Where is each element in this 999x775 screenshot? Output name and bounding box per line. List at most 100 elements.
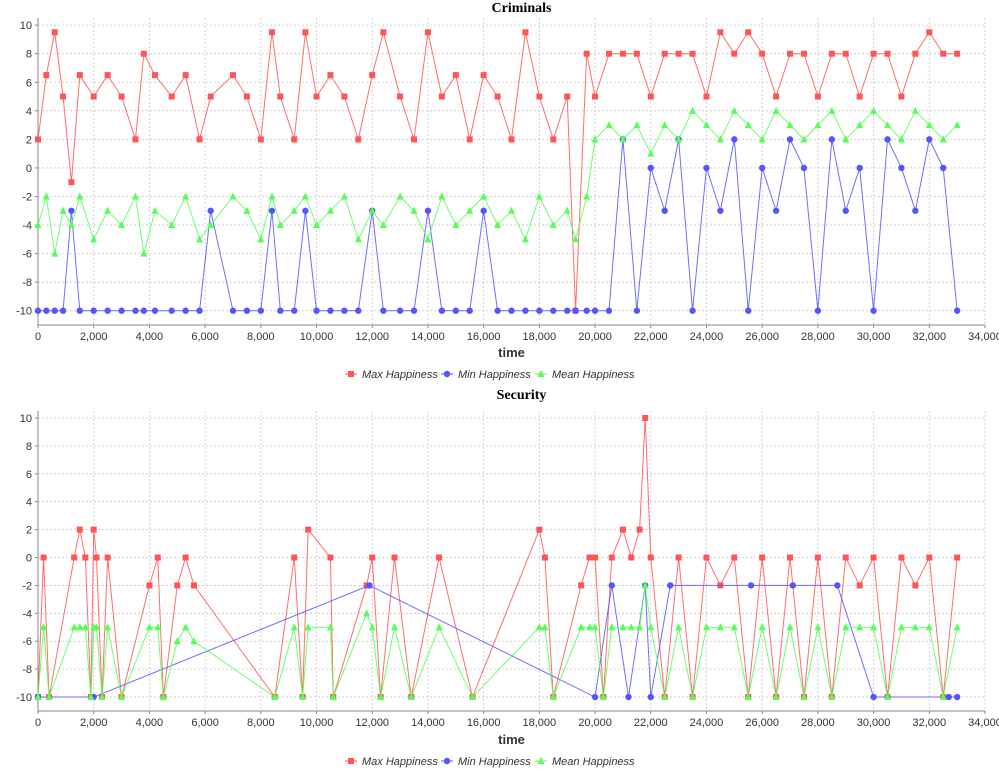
data-point: [411, 136, 418, 143]
data-point: [828, 50, 835, 57]
data-point: [522, 29, 529, 36]
data-point: [67, 221, 75, 229]
data-point: [424, 207, 432, 214]
data-point: [608, 582, 615, 589]
data-point: [703, 164, 710, 172]
data-point: [438, 93, 445, 100]
data-point: [536, 526, 543, 533]
data-point: [870, 307, 877, 314]
data-point: [586, 554, 593, 561]
data-point: [578, 582, 585, 589]
data-point: [140, 249, 148, 257]
data-point: [716, 623, 724, 631]
y-tick-label: -10: [16, 692, 32, 704]
data-point: [647, 164, 654, 172]
data-point: [304, 623, 312, 631]
data-point: [953, 307, 961, 314]
data-point: [628, 554, 635, 561]
data-point: [104, 623, 112, 631]
data-point: [132, 136, 139, 143]
data-point: [842, 207, 849, 214]
x-tick-label: 22,000: [634, 717, 668, 729]
data-point: [759, 554, 766, 561]
y-tick-label: 2: [26, 134, 32, 146]
x-tick-label: 30,000: [857, 717, 891, 729]
data-point: [747, 582, 755, 589]
data-point: [870, 693, 877, 701]
data-point: [773, 93, 780, 100]
data-point: [366, 582, 373, 589]
x-tick-label: 22,000: [634, 331, 668, 343]
y-tick-label: -10: [16, 306, 32, 318]
data-point: [592, 93, 599, 100]
data-point: [369, 554, 376, 561]
data-point: [59, 206, 67, 214]
data-point: [299, 693, 307, 701]
data-point: [834, 582, 841, 589]
data-point: [90, 307, 97, 314]
data-point: [368, 623, 376, 631]
data-point: [592, 554, 599, 561]
legend-label: Mean Happiness: [552, 756, 635, 768]
data-point: [93, 554, 100, 561]
data-point: [940, 164, 947, 172]
data-point: [494, 221, 502, 229]
data-point: [452, 307, 459, 314]
x-tick-label: 14,000: [411, 717, 445, 729]
y-tick-label: -8: [22, 277, 32, 289]
data-point: [856, 623, 864, 631]
data-point: [257, 235, 265, 243]
data-point: [939, 135, 947, 143]
x-axis-label: time: [498, 345, 525, 360]
criminals-chart: Criminals 10 8 6 4 2 0 -2 -4 -6 -8 -10 0 2,000 4,000 6,…: [16, 1, 999, 381]
data-point: [326, 206, 334, 214]
chart-title: Criminals: [492, 1, 552, 16]
y-tick-label: 8: [26, 441, 32, 453]
data-point: [605, 307, 613, 314]
data-point: [469, 693, 477, 701]
data-point: [599, 693, 607, 701]
data-point: [800, 135, 808, 143]
data-point: [118, 693, 126, 701]
x-tick-label: 16,000: [467, 717, 501, 729]
data-point: [814, 121, 822, 129]
data-point: [327, 554, 334, 561]
data-point: [870, 50, 877, 57]
data-point: [522, 307, 529, 314]
x-tick-label: 12,000: [355, 717, 389, 729]
data-point: [424, 29, 431, 36]
y-tick-label: -6: [22, 636, 32, 648]
x-tick-label: 6,000: [191, 717, 219, 729]
data-point: [521, 235, 529, 243]
legend-label: Max Happiness: [362, 369, 438, 381]
data-point: [870, 106, 878, 114]
data-point: [268, 207, 276, 214]
data-point: [661, 50, 668, 57]
data-point: [536, 93, 543, 100]
data-point: [549, 221, 557, 229]
data-point: [591, 623, 599, 631]
data-point: [438, 307, 446, 314]
data-point: [772, 207, 780, 214]
data-point: [564, 93, 571, 100]
data-point: [140, 50, 147, 57]
data-point: [257, 136, 264, 143]
data-point: [182, 307, 189, 314]
data-point: [424, 235, 432, 243]
data-point: [379, 221, 387, 229]
data-point: [313, 307, 320, 314]
data-point: [800, 50, 807, 57]
data-point: [151, 307, 159, 314]
data-point: [675, 135, 683, 143]
y-tick-label: 4: [26, 497, 32, 509]
data-point: [271, 693, 279, 701]
data-point: [842, 623, 850, 631]
data-point: [34, 693, 42, 701]
data-point: [744, 121, 752, 129]
series-line: [37, 585, 958, 699]
data-point: [257, 307, 265, 314]
data-point: [647, 149, 655, 157]
data-point: [627, 623, 635, 631]
data-point: [856, 93, 863, 100]
